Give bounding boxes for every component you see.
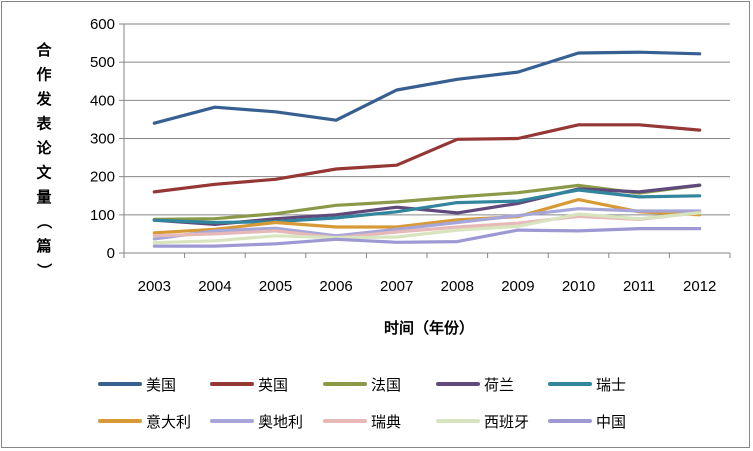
x-tick-label: 2012 — [683, 278, 716, 295]
y-axis-title-char: 量 — [36, 188, 51, 206]
y-axis-title-char: 作 — [36, 66, 51, 84]
y-axis-title-char: 论 — [36, 139, 52, 157]
x-tick-label: 2005 — [259, 278, 292, 295]
y-tick-label: 500 — [90, 54, 115, 71]
y-tick-label: 0 — [107, 245, 115, 262]
legend-label: 意大利 — [146, 413, 191, 431]
y-axis-title-char: 合 — [35, 41, 52, 59]
x-tick-label: 2009 — [501, 278, 534, 295]
y-axis-title-char: 发 — [35, 90, 52, 108]
y-tick-label: 400 — [90, 92, 115, 109]
legend-label: 法国 — [371, 376, 401, 394]
legend-label: 中国 — [596, 413, 626, 431]
y-axis-title-char: 篇 — [36, 237, 51, 255]
axes — [119, 23, 731, 258]
series-line — [152, 123, 702, 194]
legend-label: 英国 — [258, 376, 288, 394]
y-tick-label: 200 — [90, 169, 115, 186]
series-line — [152, 198, 702, 235]
y-tick-label: 300 — [90, 131, 115, 148]
y-axis-title-char: 表 — [36, 115, 52, 133]
x-tick-label: 2004 — [198, 278, 231, 295]
y-axis-title-char: ） — [35, 263, 53, 278]
x-tick-label: 2006 — [319, 278, 352, 295]
x-tick-label: 2010 — [562, 278, 595, 295]
legend-label: 瑞士 — [596, 376, 626, 394]
y-tick-label: 100 — [90, 207, 115, 224]
legend-label: 美国 — [146, 376, 176, 394]
series-line — [152, 211, 702, 245]
x-tick-label: 2011 — [623, 278, 655, 295]
x-tick-label: 2003 — [138, 278, 171, 295]
legend-label: 西班牙 — [484, 413, 529, 431]
legend-label: 瑞典 — [371, 413, 401, 431]
y-axis-title-char: （ — [35, 214, 53, 229]
x-tick-label: 2007 — [380, 278, 413, 295]
y-axis-title-char: 文 — [36, 164, 52, 182]
x-tick-labels: 2003 2004 2005 2006 2007 2008 2009 2010 2011 2012 — [138, 278, 717, 295]
legend-label: 奥地利 — [258, 413, 303, 431]
y-tick-labels: 0 100 200 300 400 500 600 — [90, 16, 115, 262]
series-line — [152, 207, 702, 241]
x-axis-title: 时间（年份） — [384, 319, 474, 337]
series-line — [152, 188, 702, 225]
y-tick-label: 600 — [90, 16, 115, 33]
series-line — [152, 50, 702, 125]
series-line — [152, 227, 702, 248]
series-lines — [152, 50, 702, 248]
x-tick-label: 2008 — [441, 278, 474, 295]
gridlines — [124, 23, 730, 216]
legend-label: 荷兰 — [484, 376, 514, 394]
